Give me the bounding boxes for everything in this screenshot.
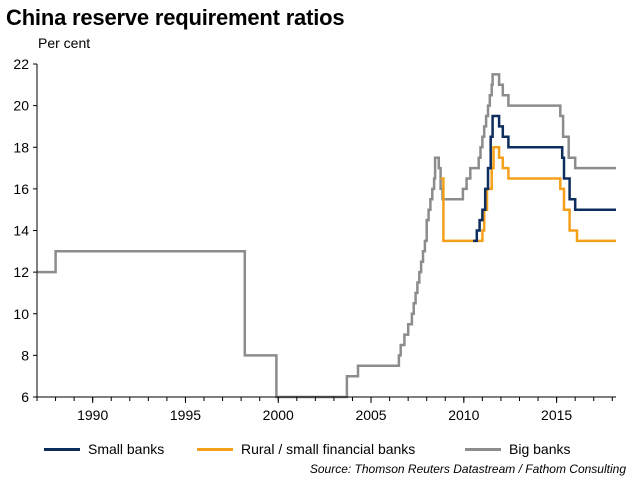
legend-swatch-big-banks xyxy=(465,447,501,451)
x-tick-label: 2005 xyxy=(355,407,386,423)
y-axis-unit-label: Per cent xyxy=(38,35,91,51)
legend: Small banks Rural / small financial bank… xyxy=(0,441,640,459)
series-line-rural xyxy=(440,146,616,243)
source-note: Source: Thomson Reuters Datastream / Fat… xyxy=(309,462,626,476)
legend-item-small-banks: Small banks xyxy=(44,441,164,457)
legend-swatch-small-banks xyxy=(44,447,80,451)
y-tick-label: 20 xyxy=(13,98,29,114)
y-tick-label: 16 xyxy=(13,181,29,197)
x-tick-label: 2010 xyxy=(448,407,479,423)
y-tick-label: 22 xyxy=(13,56,29,72)
series-line-small xyxy=(473,114,616,243)
y-tick-label: 14 xyxy=(13,223,29,239)
legend-item-rural-banks: Rural / small financial banks xyxy=(197,441,415,457)
y-tick-label: 8 xyxy=(21,347,29,363)
legend-label-small-banks: Small banks xyxy=(88,441,165,457)
x-tick-label: 2000 xyxy=(263,407,294,423)
y-tick-label: 6 xyxy=(21,389,29,405)
series-line-big xyxy=(37,73,616,399)
legend-swatch-rural-banks xyxy=(197,447,233,451)
legend-item-big-banks: Big banks xyxy=(465,441,570,457)
x-tick-label: 2015 xyxy=(541,407,572,423)
x-tick-label: 1990 xyxy=(77,407,108,423)
y-tick-label: 10 xyxy=(13,306,29,322)
x-tick-label: 1995 xyxy=(170,407,201,423)
y-tick-label: 12 xyxy=(13,264,29,280)
y-tick-label: 18 xyxy=(13,139,29,155)
chart-title: China reserve requirement ratios xyxy=(6,5,345,30)
legend-label-rural-banks: Rural / small financial banks xyxy=(241,441,416,457)
legend-label-big-banks: Big banks xyxy=(509,441,571,457)
